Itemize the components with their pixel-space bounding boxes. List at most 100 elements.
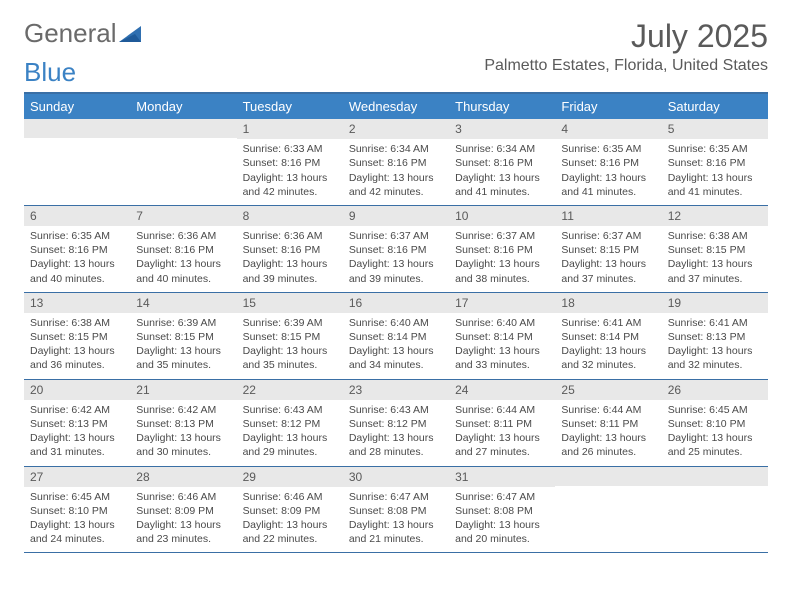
sunset-line: Sunset: 8:15 PM — [668, 243, 762, 257]
sunrise-line: Sunrise: 6:34 AM — [349, 142, 443, 156]
sunset-line: Sunset: 8:13 PM — [30, 417, 124, 431]
weekday-header: Monday — [130, 94, 236, 119]
day-cell: 16Sunrise: 6:40 AMSunset: 8:14 PMDayligh… — [343, 293, 449, 379]
day-body: Sunrise: 6:45 AMSunset: 8:10 PMDaylight:… — [24, 487, 130, 553]
weekday-header: Thursday — [449, 94, 555, 119]
daylight-line: Daylight: 13 hours and 21 minutes. — [349, 518, 443, 546]
day-number: 8 — [237, 206, 343, 226]
sunrise-line: Sunrise: 6:43 AM — [349, 403, 443, 417]
sunrise-line: Sunrise: 6:39 AM — [243, 316, 337, 330]
sunrise-line: Sunrise: 6:36 AM — [136, 229, 230, 243]
day-cell: 9Sunrise: 6:37 AMSunset: 8:16 PMDaylight… — [343, 206, 449, 292]
day-body: Sunrise: 6:35 AMSunset: 8:16 PMDaylight:… — [662, 139, 768, 205]
daylight-line: Daylight: 13 hours and 25 minutes. — [668, 431, 762, 459]
daylight-line: Daylight: 13 hours and 30 minutes. — [136, 431, 230, 459]
day-cell: 22Sunrise: 6:43 AMSunset: 8:12 PMDayligh… — [237, 380, 343, 466]
sunset-line: Sunset: 8:10 PM — [30, 504, 124, 518]
day-number: 30 — [343, 467, 449, 487]
brand-logo: General — [24, 18, 143, 49]
sunrise-line: Sunrise: 6:44 AM — [561, 403, 655, 417]
day-body: Sunrise: 6:41 AMSunset: 8:14 PMDaylight:… — [555, 313, 661, 379]
day-cell: 27Sunrise: 6:45 AMSunset: 8:10 PMDayligh… — [24, 467, 130, 553]
day-body: Sunrise: 6:34 AMSunset: 8:16 PMDaylight:… — [449, 139, 555, 205]
day-number: 18 — [555, 293, 661, 313]
daylight-line: Daylight: 13 hours and 34 minutes. — [349, 344, 443, 372]
day-number: 5 — [662, 119, 768, 139]
day-cell: 20Sunrise: 6:42 AMSunset: 8:13 PMDayligh… — [24, 380, 130, 466]
month-title: July 2025 — [484, 18, 768, 55]
sunrise-line: Sunrise: 6:40 AM — [455, 316, 549, 330]
day-cell: 15Sunrise: 6:39 AMSunset: 8:15 PMDayligh… — [237, 293, 343, 379]
day-body: Sunrise: 6:37 AMSunset: 8:16 PMDaylight:… — [343, 226, 449, 292]
day-cell — [662, 467, 768, 553]
sunrise-line: Sunrise: 6:37 AM — [455, 229, 549, 243]
daylight-line: Daylight: 13 hours and 31 minutes. — [30, 431, 124, 459]
sunrise-line: Sunrise: 6:41 AM — [561, 316, 655, 330]
brand-word-1: General — [24, 18, 117, 49]
sunrise-line: Sunrise: 6:36 AM — [243, 229, 337, 243]
day-body: Sunrise: 6:47 AMSunset: 8:08 PMDaylight:… — [343, 487, 449, 553]
day-body: Sunrise: 6:43 AMSunset: 8:12 PMDaylight:… — [237, 400, 343, 466]
day-number: 31 — [449, 467, 555, 487]
sunset-line: Sunset: 8:11 PM — [561, 417, 655, 431]
sunrise-line: Sunrise: 6:44 AM — [455, 403, 549, 417]
daylight-line: Daylight: 13 hours and 24 minutes. — [30, 518, 124, 546]
sunrise-line: Sunrise: 6:37 AM — [561, 229, 655, 243]
sunrise-line: Sunrise: 6:35 AM — [561, 142, 655, 156]
sunset-line: Sunset: 8:10 PM — [668, 417, 762, 431]
day-number: 12 — [662, 206, 768, 226]
day-number: 29 — [237, 467, 343, 487]
sunset-line: Sunset: 8:14 PM — [455, 330, 549, 344]
sunset-line: Sunset: 8:09 PM — [243, 504, 337, 518]
day-body: Sunrise: 6:41 AMSunset: 8:13 PMDaylight:… — [662, 313, 768, 379]
day-cell: 11Sunrise: 6:37 AMSunset: 8:15 PMDayligh… — [555, 206, 661, 292]
day-number: 28 — [130, 467, 236, 487]
day-number: 3 — [449, 119, 555, 139]
day-number: 6 — [24, 206, 130, 226]
day-number: 16 — [343, 293, 449, 313]
day-number: 26 — [662, 380, 768, 400]
day-cell: 18Sunrise: 6:41 AMSunset: 8:14 PMDayligh… — [555, 293, 661, 379]
day-body: Sunrise: 6:44 AMSunset: 8:11 PMDaylight:… — [449, 400, 555, 466]
day-number: 4 — [555, 119, 661, 139]
day-body: Sunrise: 6:36 AMSunset: 8:16 PMDaylight:… — [237, 226, 343, 292]
day-cell: 1Sunrise: 6:33 AMSunset: 8:16 PMDaylight… — [237, 119, 343, 205]
sunrise-line: Sunrise: 6:34 AM — [455, 142, 549, 156]
daylight-line: Daylight: 13 hours and 39 minutes. — [349, 257, 443, 285]
sunset-line: Sunset: 8:13 PM — [136, 417, 230, 431]
day-body: Sunrise: 6:46 AMSunset: 8:09 PMDaylight:… — [130, 487, 236, 553]
daylight-line: Daylight: 13 hours and 35 minutes. — [243, 344, 337, 372]
day-cell: 4Sunrise: 6:35 AMSunset: 8:16 PMDaylight… — [555, 119, 661, 205]
day-body: Sunrise: 6:47 AMSunset: 8:08 PMDaylight:… — [449, 487, 555, 553]
sunset-line: Sunset: 8:15 PM — [561, 243, 655, 257]
day-number: 10 — [449, 206, 555, 226]
sunset-line: Sunset: 8:08 PM — [349, 504, 443, 518]
sunset-line: Sunset: 8:15 PM — [30, 330, 124, 344]
daylight-line: Daylight: 13 hours and 22 minutes. — [243, 518, 337, 546]
day-cell: 23Sunrise: 6:43 AMSunset: 8:12 PMDayligh… — [343, 380, 449, 466]
weekday-header-row: SundayMondayTuesdayWednesdayThursdayFrid… — [24, 94, 768, 119]
sunset-line: Sunset: 8:15 PM — [243, 330, 337, 344]
day-number: 23 — [343, 380, 449, 400]
sunrise-line: Sunrise: 6:40 AM — [349, 316, 443, 330]
daylight-line: Daylight: 13 hours and 39 minutes. — [243, 257, 337, 285]
daylight-line: Daylight: 13 hours and 36 minutes. — [30, 344, 124, 372]
week-row: 1Sunrise: 6:33 AMSunset: 8:16 PMDaylight… — [24, 119, 768, 206]
weekday-header: Saturday — [662, 94, 768, 119]
daylight-line: Daylight: 13 hours and 26 minutes. — [561, 431, 655, 459]
sunrise-line: Sunrise: 6:42 AM — [136, 403, 230, 417]
daylight-line: Daylight: 13 hours and 23 minutes. — [136, 518, 230, 546]
sunrise-line: Sunrise: 6:42 AM — [30, 403, 124, 417]
week-row: 6Sunrise: 6:35 AMSunset: 8:16 PMDaylight… — [24, 206, 768, 293]
day-number: 22 — [237, 380, 343, 400]
day-body: Sunrise: 6:45 AMSunset: 8:10 PMDaylight:… — [662, 400, 768, 466]
sunset-line: Sunset: 8:16 PM — [243, 156, 337, 170]
day-number: 27 — [24, 467, 130, 487]
day-body: Sunrise: 6:40 AMSunset: 8:14 PMDaylight:… — [449, 313, 555, 379]
daylight-line: Daylight: 13 hours and 42 minutes. — [243, 171, 337, 199]
day-cell: 24Sunrise: 6:44 AMSunset: 8:11 PMDayligh… — [449, 380, 555, 466]
day-body: Sunrise: 6:38 AMSunset: 8:15 PMDaylight:… — [24, 313, 130, 379]
weekday-header: Friday — [555, 94, 661, 119]
sunset-line: Sunset: 8:11 PM — [455, 417, 549, 431]
daylight-line: Daylight: 13 hours and 28 minutes. — [349, 431, 443, 459]
